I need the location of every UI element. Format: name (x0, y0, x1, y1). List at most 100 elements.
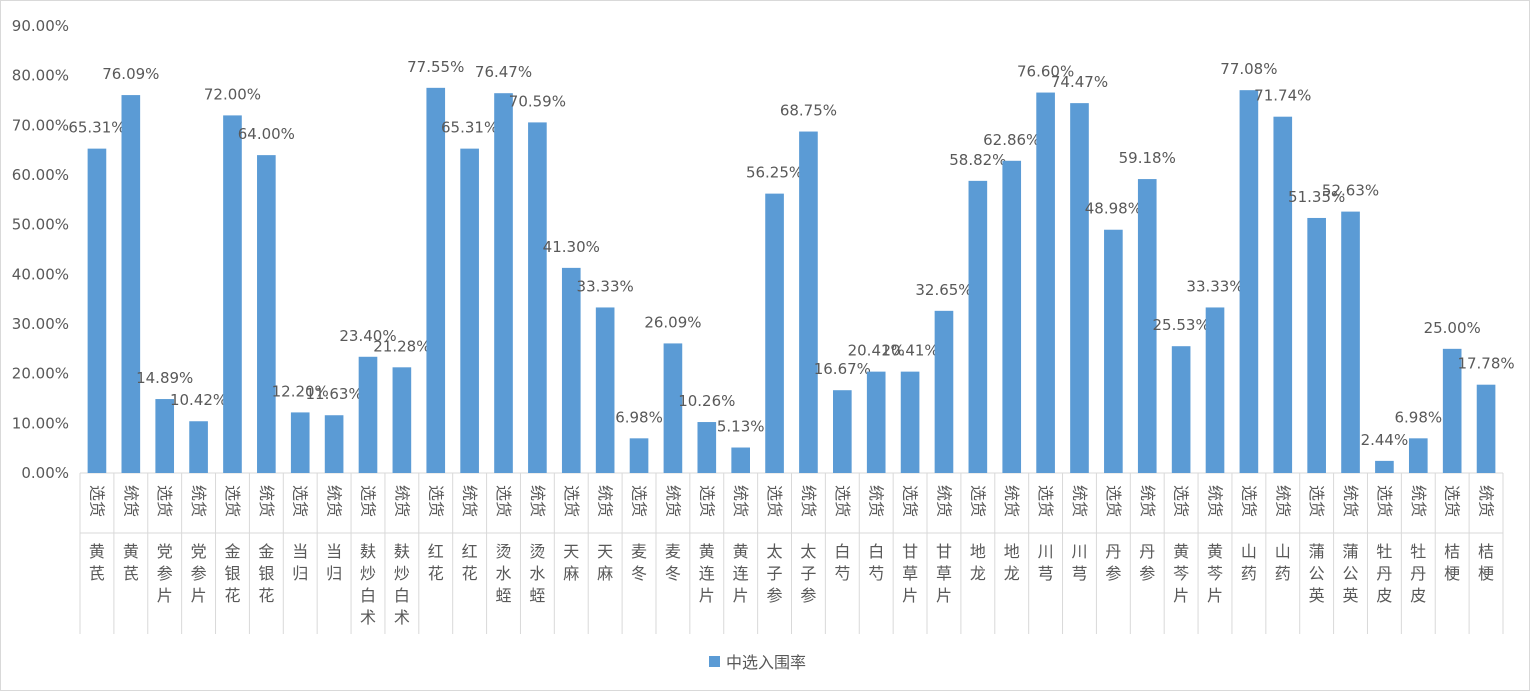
bar (1070, 103, 1089, 474)
data-label: 2.44% (1361, 431, 1409, 449)
bar (629, 438, 649, 473)
bar (358, 356, 378, 473)
x-tick-label-name: 麦冬 (631, 542, 647, 583)
x-tick-label-type: 统货 (189, 485, 208, 517)
bar (528, 122, 547, 473)
bar (595, 307, 615, 473)
bar (968, 180, 988, 474)
x-tick-label-name: 山药 (1275, 542, 1291, 583)
x-tick-label-type: 统货 (1002, 485, 1021, 517)
data-label: 77.55% (407, 58, 464, 76)
x-tick-label-type: 统货 (325, 485, 344, 517)
x-tick-label-type: 选货 (697, 485, 716, 517)
bar (392, 367, 412, 473)
x-tick-label-name: 山药 (1241, 542, 1257, 583)
x-tick-label-name: 甘草片 (936, 542, 952, 605)
data-label: 76.09% (102, 65, 159, 83)
bar (189, 421, 208, 473)
x-tick-label-type: 统货 (392, 485, 411, 517)
x-tick-label-name: 金银花 (224, 542, 240, 605)
x-tick-label-name: 黄连片 (699, 542, 715, 605)
bar (1273, 116, 1293, 473)
x-tick-label-type: 统货 (1341, 485, 1360, 517)
x-tick-label-name: 当归 (292, 542, 308, 583)
bar (1171, 346, 1191, 473)
y-tick-label: 10.00% (12, 414, 69, 432)
x-tick-label-type: 统货 (1206, 485, 1225, 517)
x-tick-label-name: 天麻 (597, 542, 613, 583)
data-label: 52.63% (1322, 182, 1379, 200)
data-label: 48.98% (1085, 200, 1142, 218)
x-tick-label-type: 统货 (460, 485, 479, 517)
bar (223, 115, 242, 474)
data-label: 58.82% (949, 151, 1006, 169)
x-tick-label-type: 统货 (1070, 485, 1089, 517)
x-tick-label-name: 丹参 (1105, 542, 1121, 583)
x-tick-label-type: 选货 (1104, 485, 1123, 517)
data-label: 77.08% (1220, 60, 1277, 78)
data-label: 26.09% (644, 313, 701, 331)
bar (900, 371, 920, 473)
data-label: 76.60% (1017, 63, 1074, 81)
data-label: 10.42% (170, 391, 227, 409)
data-label: 12.20% (272, 382, 329, 400)
x-tick-label-type: 选货 (1036, 485, 1055, 517)
x-tick-label-type: 统货 (121, 485, 140, 517)
x-tick-label-name: 红花 (462, 542, 478, 583)
y-tick-label: 80.00% (12, 67, 69, 85)
y-tick-label: 70.00% (12, 116, 69, 134)
bar (1476, 384, 1496, 473)
x-tick-label-type: 选货 (358, 485, 377, 517)
y-tick-label: 90.00% (12, 17, 69, 35)
data-label: 33.33% (1186, 277, 1243, 295)
x-tick-label-type: 统货 (596, 485, 615, 517)
bar (765, 193, 784, 473)
bar (1205, 307, 1225, 473)
bar (460, 148, 479, 473)
x-tick-label-type: 统货 (663, 485, 682, 517)
bar (1036, 92, 1055, 473)
data-label: 41.30% (543, 238, 600, 256)
data-label: 6.98% (615, 408, 663, 426)
x-tick-label-name: 川芎 (1038, 542, 1054, 583)
bar (121, 95, 141, 473)
x-tick-label-type: 统货 (257, 485, 276, 517)
bar (1341, 211, 1360, 473)
x-tick-label-type: 选货 (630, 485, 649, 517)
bar (155, 399, 175, 473)
data-label: 76.47% (475, 63, 532, 81)
x-tick-label-name: 甘草片 (902, 542, 918, 605)
bar (1104, 229, 1123, 473)
x-tick-label-name: 桔梗 (1478, 542, 1494, 583)
x-tick-label-name: 天麻 (563, 542, 579, 583)
y-tick-label: 60.00% (12, 166, 69, 184)
x-tick-label-type: 统货 (1138, 485, 1157, 517)
x-tick-label-type: 统货 (799, 485, 818, 517)
bar (290, 412, 310, 473)
x-tick-label-type: 选货 (291, 485, 310, 517)
bar (1442, 348, 1462, 473)
x-tick-label-name: 牡丹皮 (1410, 542, 1426, 605)
x-tick-label-type: 统货 (1273, 485, 1292, 517)
data-label: 68.75% (780, 102, 837, 120)
x-tick-label-type: 选货 (968, 485, 987, 517)
x-tick-label-type: 统货 (1409, 485, 1428, 517)
data-label: 33.33% (577, 277, 634, 295)
bar (1239, 90, 1259, 473)
bar (1307, 217, 1326, 473)
bar (866, 371, 886, 473)
x-tick-label-name: 当归 (326, 542, 342, 583)
data-label: 21.28% (373, 337, 430, 355)
data-label: 10.26% (678, 392, 735, 410)
bar (1002, 160, 1022, 473)
data-label: 74.47% (1051, 73, 1108, 91)
x-tick-label-name: 红花 (428, 542, 444, 583)
x-tick-label-name: 黄芩片 (1173, 542, 1189, 605)
y-tick-label: 20.00% (12, 365, 69, 383)
data-label: 17.78% (1457, 355, 1514, 373)
y-tick-label: 50.00% (12, 216, 69, 234)
data-label: 70.59% (509, 92, 566, 110)
legend: 中选入围率 (709, 649, 806, 673)
data-label: 51.35% (1288, 188, 1345, 206)
